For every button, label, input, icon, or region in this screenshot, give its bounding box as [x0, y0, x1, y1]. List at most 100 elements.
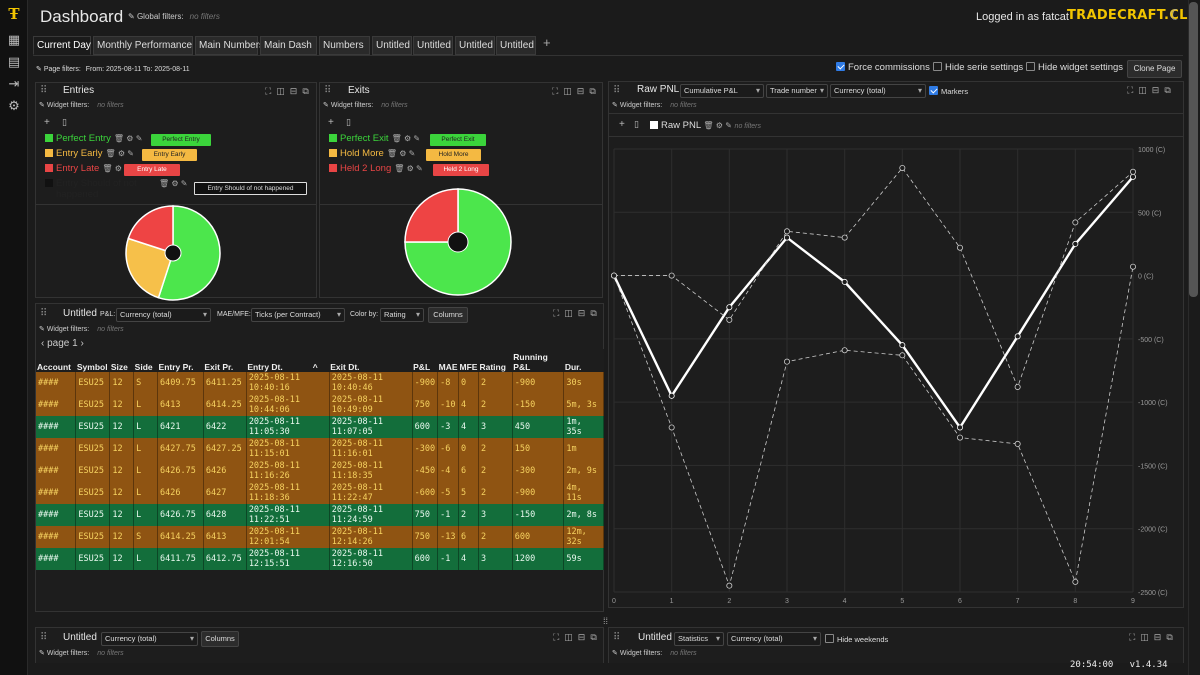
column-header[interactable]: Symbol: [75, 349, 110, 372]
table-row[interactable]: #### ESU25 12 S 6409.75 6411.25 2025-08-11 10:…: [36, 372, 604, 394]
tab-8[interactable]: Untitled: [496, 36, 536, 55]
table-row[interactable]: #### ESU25 12 L 6426.75 6428 2025-08-11 11:22:…: [36, 504, 604, 526]
journal-icon[interactable]: ▤: [7, 54, 21, 69]
data-point[interactable]: [1130, 173, 1137, 180]
tag-color-swatch[interactable]: [45, 164, 53, 172]
tab-4[interactable]: Numbers: [319, 36, 370, 55]
add-tab-button[interactable]: +: [543, 35, 551, 50]
widget-filters[interactable]: ✎ Widget filters: no filters: [39, 102, 124, 109]
column-header[interactable]: P&L: [412, 349, 438, 372]
widget-controls-icon[interactable]: ⛶◫⊟⧉: [553, 308, 602, 318]
widget-controls-icon[interactable]: ⛶◫⊟⧉: [553, 632, 602, 642]
page-filters[interactable]: ✎ Page filters: From: 2025-08-11 To: 202…: [36, 65, 190, 73]
tag-preview-badge[interactable]: Held 2 Long: [433, 164, 489, 176]
tab-6[interactable]: Untitled: [413, 36, 453, 55]
data-point[interactable]: [726, 316, 733, 323]
markers-checkbox[interactable]: [929, 86, 938, 95]
widget-filters[interactable]: ✎ Widget filters: no filters: [612, 650, 697, 657]
tag-color-swatch[interactable]: [329, 149, 337, 157]
table-row[interactable]: #### ESU25 12 L 6413 6414.25 2025-08-11 10:44:…: [36, 394, 604, 416]
tag-preview-badge[interactable]: Perfect Exit: [430, 134, 486, 146]
drag-handle-icon[interactable]: ⠿: [40, 632, 48, 643]
serie-color-swatch[interactable]: [650, 121, 658, 129]
drag-handle-icon[interactable]: ⠿: [40, 308, 48, 319]
serie-actions-icon[interactable]: 🗑 ⚙ ✎: [703, 121, 732, 130]
add-icon[interactable]: +: [44, 117, 50, 128]
column-header[interactable]: Entry Dt. ^: [246, 349, 330, 372]
data-point[interactable]: [841, 347, 848, 354]
global-filters[interactable]: ✎ Global filters: no filters: [128, 12, 220, 21]
data-point[interactable]: [726, 582, 733, 589]
data-point[interactable]: [1014, 383, 1021, 390]
data-point[interactable]: [668, 424, 675, 431]
hide-weekends-toggle[interactable]: Hide weekends: [825, 634, 888, 644]
data-point[interactable]: [899, 342, 906, 349]
column-header[interactable]: Rating: [478, 349, 513, 372]
tab-2[interactable]: Main Numbers: [195, 36, 264, 55]
tag-preview-badge[interactable]: Hold More: [426, 149, 481, 161]
pnl-mode-select[interactable]: Cumulative P&L: [680, 84, 764, 98]
x-axis-select[interactable]: Trade number: [766, 84, 828, 98]
column-header[interactable]: Account: [36, 349, 76, 372]
data-point[interactable]: [841, 234, 848, 241]
color-by-select[interactable]: Rating: [380, 308, 424, 322]
column-header[interactable]: Side: [133, 349, 158, 372]
resize-handle-icon[interactable]: ⁞⁞: [603, 616, 609, 626]
data-point[interactable]: [841, 278, 848, 285]
tag-preview-badge[interactable]: Entry Early: [142, 149, 197, 161]
columns-button[interactable]: Columns: [428, 307, 468, 323]
tag-item[interactable]: Perfect Entry 🗑 ⚙ ✎: [45, 133, 142, 144]
clone-page-button[interactable]: Clone Page: [1127, 60, 1182, 78]
add-serie-icon[interactable]: +: [619, 119, 625, 130]
data-point[interactable]: [611, 272, 617, 279]
data-point[interactable]: [1072, 219, 1079, 226]
maemfe-select[interactable]: Ticks (per Contract): [251, 308, 345, 322]
data-point[interactable]: [1072, 578, 1079, 585]
unit-select[interactable]: Currency (total): [101, 632, 198, 646]
data-point[interactable]: [956, 434, 963, 441]
pie-slice-entry-early[interactable]: [125, 237, 174, 299]
drag-handle-icon[interactable]: ⠿: [40, 85, 48, 96]
unit-select[interactable]: Currency (total): [727, 632, 821, 646]
tag-preview-badge[interactable]: Perfect Entry: [151, 134, 211, 146]
tab-0[interactable]: Current Day: [33, 36, 91, 55]
clipboard-icon[interactable]: ▯: [634, 119, 639, 129]
column-header[interactable]: MAE: [437, 349, 459, 372]
tag-color-swatch[interactable]: [329, 164, 337, 172]
tag-item[interactable]: Held 2 Long 🗑 ⚙ ✎: [329, 163, 423, 174]
settings-gear-icon[interactable]: ⚙: [8, 98, 20, 113]
unit-select[interactable]: Currency (total): [830, 84, 926, 98]
pie-slice-perfect-entry[interactable]: [157, 205, 221, 301]
prev-page-icon[interactable]: ‹: [41, 338, 48, 349]
tag-color-swatch[interactable]: [45, 149, 53, 157]
data-point[interactable]: [783, 234, 790, 241]
clipboard-icon[interactable]: ▯: [346, 117, 351, 127]
hide-widget-checkbox[interactable]: [1026, 62, 1035, 71]
tag-preview-badge[interactable]: Entry Late: [124, 164, 180, 176]
next-page-icon[interactable]: ›: [77, 338, 84, 349]
scrollbar-thumb[interactable]: [1189, 2, 1198, 297]
data-point[interactable]: [1130, 263, 1137, 270]
tag-actions-icon[interactable]: 🗑 ⚙ ✎: [159, 179, 188, 188]
mode-select[interactable]: Statistics: [674, 632, 724, 646]
force-commissions-checkbox[interactable]: [836, 62, 845, 71]
add-icon[interactable]: +: [328, 117, 334, 128]
tag-item[interactable]: Entry Early 🗑 ⚙ ✎: [45, 148, 134, 159]
table-row[interactable]: #### ESU25 12 S 6414.25 6413 2025-08-11 12:01:…: [36, 526, 604, 548]
column-header[interactable]: MFE: [458, 349, 479, 372]
data-point[interactable]: [956, 424, 963, 431]
tag-actions-icon[interactable]: 🗑 ⚙ ✎: [113, 134, 143, 143]
tab-7[interactable]: Untitled: [455, 36, 495, 55]
tag-color-swatch[interactable]: [45, 134, 53, 142]
widget-filters[interactable]: ✎ Widget filters: no filters: [39, 650, 124, 657]
tag-actions-icon[interactable]: 🗑 ⚙ ✎: [394, 164, 423, 173]
table-row[interactable]: #### ESU25 12 L 6411.75 6412.75 2025-08-11 12:…: [36, 548, 604, 570]
widget-filters[interactable]: ✎ Widget filters: no filters: [39, 326, 124, 333]
dashboard-icon[interactable]: ▦: [7, 32, 21, 47]
data-point[interactable]: [1130, 168, 1137, 175]
series-line-lower[interactable]: [613, 266, 1134, 588]
brand-logo[interactable]: TRADECRAFT.CLUB: [1067, 8, 1200, 23]
data-point[interactable]: [726, 304, 733, 311]
sort-ascending-icon[interactable]: ^: [312, 362, 318, 372]
data-point[interactable]: [1014, 333, 1021, 340]
